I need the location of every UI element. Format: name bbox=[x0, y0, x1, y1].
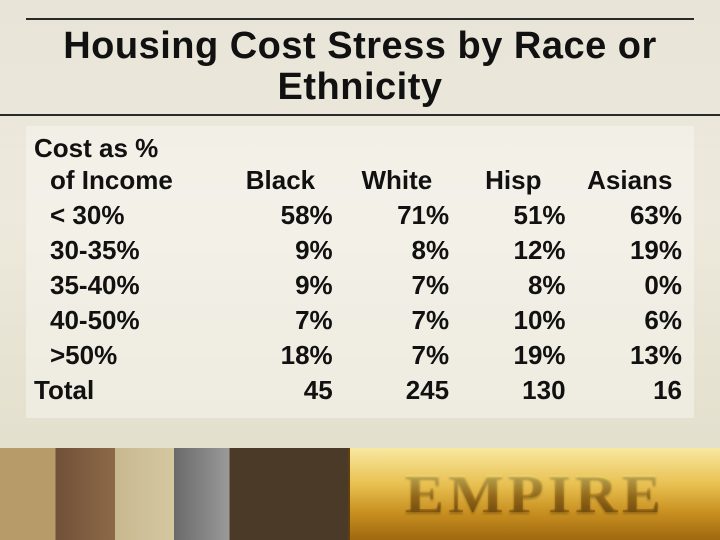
cell: 18% bbox=[222, 338, 338, 373]
table-row: Total 45 245 130 16 bbox=[32, 373, 688, 408]
row-label: 40-50% bbox=[32, 303, 222, 338]
cell: 19% bbox=[455, 338, 571, 373]
photo-strip bbox=[0, 448, 348, 540]
table-row: 30-35% 9% 8% 12% 19% bbox=[32, 233, 688, 268]
data-table: of Income Black White Hisp Asians < 30% … bbox=[32, 163, 688, 408]
cell: 8% bbox=[455, 268, 571, 303]
cell: 130 bbox=[455, 373, 571, 408]
top-rule bbox=[26, 18, 694, 20]
col-header-1: White bbox=[339, 163, 455, 198]
footer: EMPIRE bbox=[0, 448, 720, 540]
cell: 9% bbox=[222, 233, 338, 268]
cell: 0% bbox=[572, 268, 688, 303]
table-row: 35-40% 9% 7% 8% 0% bbox=[32, 268, 688, 303]
cell: 19% bbox=[572, 233, 688, 268]
table-container: Cost as % of Income Black White Hisp Asi… bbox=[26, 126, 694, 418]
cell: 10% bbox=[455, 303, 571, 338]
row-header-line2: of Income bbox=[32, 163, 222, 198]
row-label: Total bbox=[32, 373, 222, 408]
row-label: 35-40% bbox=[32, 268, 222, 303]
cell: 58% bbox=[222, 198, 338, 233]
cell: 71% bbox=[339, 198, 455, 233]
cell: 7% bbox=[222, 303, 338, 338]
col-header-0: Black bbox=[222, 163, 338, 198]
slide-title: Housing Cost Stress by Race or Ethnicity bbox=[26, 26, 694, 108]
row-label: 30-35% bbox=[32, 233, 222, 268]
cell: 16 bbox=[572, 373, 688, 408]
table-row: < 30% 58% 71% 51% 63% bbox=[32, 198, 688, 233]
col-header-2: Hisp bbox=[455, 163, 571, 198]
slide: Housing Cost Stress by Race or Ethnicity… bbox=[0, 0, 720, 540]
table-row: 40-50% 7% 7% 10% 6% bbox=[32, 303, 688, 338]
cell: 45 bbox=[222, 373, 338, 408]
cell: 7% bbox=[339, 338, 455, 373]
row-header-line1: Cost as % bbox=[32, 134, 688, 163]
table-body: < 30% 58% 71% 51% 63% 30-35% 9% 8% 12% 1… bbox=[32, 198, 688, 408]
cell: 12% bbox=[455, 233, 571, 268]
table-header-row: of Income Black White Hisp Asians bbox=[32, 163, 688, 198]
cell: 245 bbox=[339, 373, 455, 408]
cell: 6% bbox=[572, 303, 688, 338]
cell: 13% bbox=[572, 338, 688, 373]
cell: 9% bbox=[222, 268, 338, 303]
row-label: >50% bbox=[32, 338, 222, 373]
logo-text: EMPIRE bbox=[405, 462, 665, 526]
col-header-3: Asians bbox=[572, 163, 688, 198]
cell: 51% bbox=[455, 198, 571, 233]
row-label: < 30% bbox=[32, 198, 222, 233]
cell: 8% bbox=[339, 233, 455, 268]
cell: 63% bbox=[572, 198, 688, 233]
table-row: >50% 18% 7% 19% 13% bbox=[32, 338, 688, 373]
cell: 7% bbox=[339, 268, 455, 303]
cell: 7% bbox=[339, 303, 455, 338]
bottom-rule bbox=[0, 114, 720, 116]
logo: EMPIRE bbox=[348, 448, 720, 540]
